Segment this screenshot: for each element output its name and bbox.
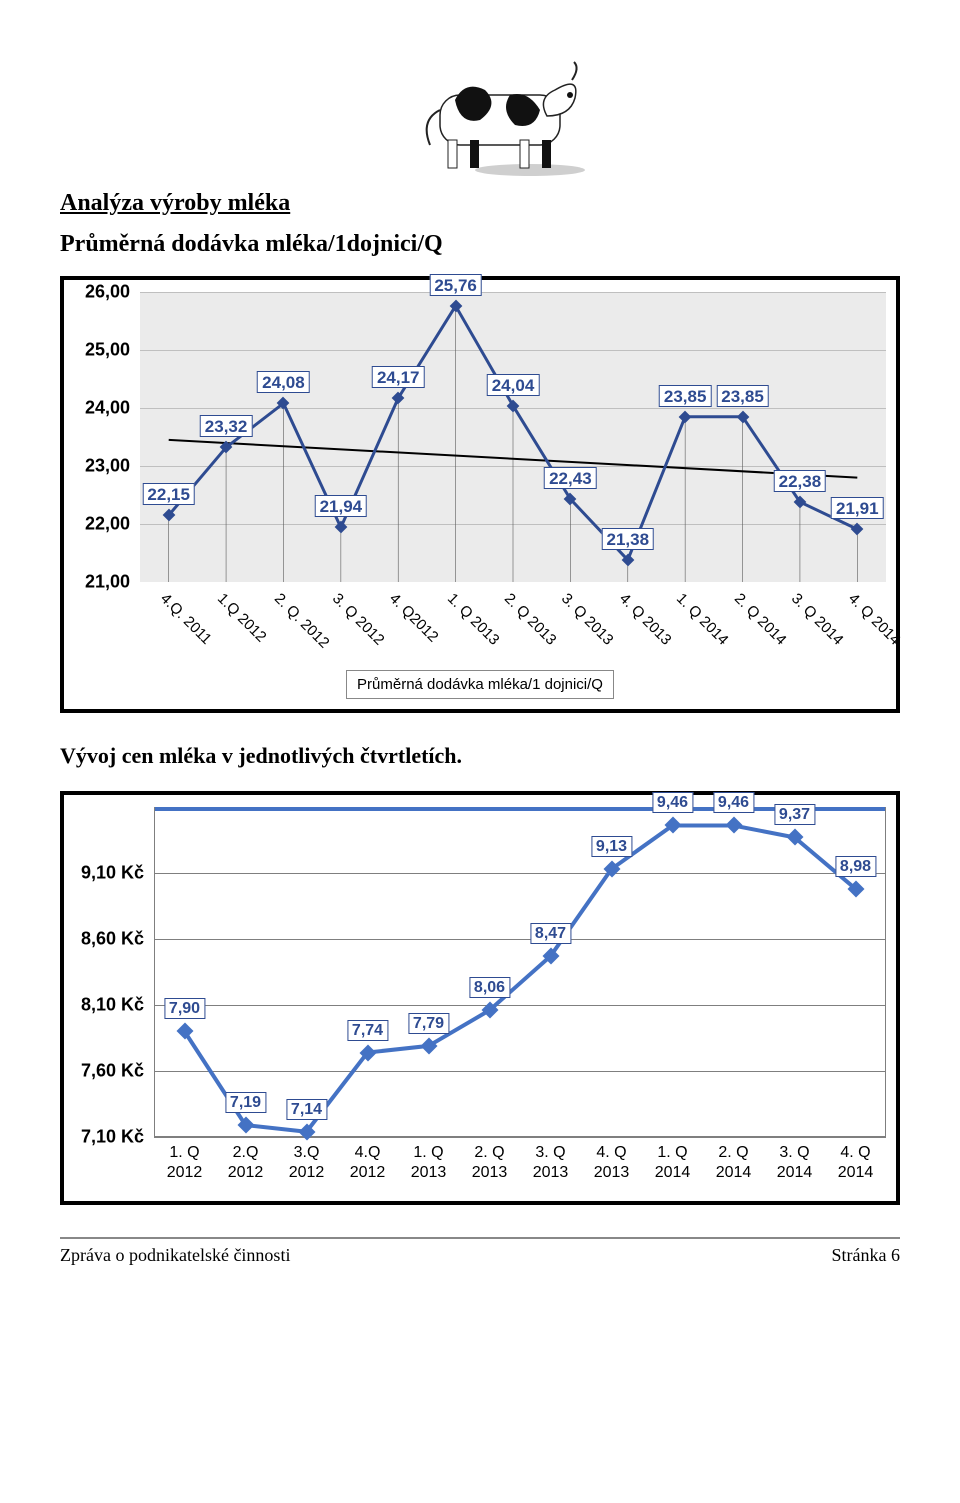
price-chart-xlabel: 3.Q2012 [276, 1143, 337, 1183]
price-chart-xlabel: 2.Q2012 [215, 1143, 276, 1183]
yield-chart-ylabel: 24,00 [85, 398, 130, 419]
heading-chart-1: Průměrná dodávka mléka/1dojnici/Q [60, 231, 900, 258]
footer-left: Zpráva o podnikatelské činnosti [60, 1245, 290, 1266]
price-chart-data-label: 7,14 [286, 1099, 327, 1120]
price-chart-ylabel: 7,60 Kč [81, 1061, 144, 1082]
price-chart-xlabel: 2. Q2013 [459, 1143, 520, 1183]
cow-illustration [370, 40, 590, 180]
price-chart-xlabel: 1. Q2014 [642, 1143, 703, 1183]
price-chart-xlabel: 4.Q2012 [337, 1143, 398, 1183]
yield-chart-data-label: 22,38 [774, 470, 827, 492]
price-chart-ylabel: 9,10 Kč [81, 863, 144, 884]
price-chart-data-label: 7,90 [164, 998, 205, 1019]
price-chart-xlabel: 2. Q2014 [703, 1143, 764, 1183]
price-chart-xlabel: 3. Q2013 [520, 1143, 581, 1183]
yield-chart-legend: Průměrná dodávka mléka/1 dojnici/Q [346, 670, 614, 699]
price-chart: 7,10 Kč 7,60 Kč 8,10 Kč 8,60 Kč 9,10 Kč 7,90 7… [60, 791, 900, 1205]
price-chart-data-label: 8,06 [469, 977, 510, 998]
yield-chart-data-label: 21,38 [601, 528, 654, 550]
yield-chart-data-label: 21,94 [315, 495, 368, 517]
heading-main: Analýza výroby mléka [60, 190, 900, 217]
price-chart-data-label: 8,47 [530, 923, 571, 944]
yield-chart-data-label: 21,91 [831, 497, 884, 519]
yield-chart-ylabel: 22,00 [85, 514, 130, 535]
price-chart-data-label: 8,98 [835, 856, 876, 877]
yield-chart-data-label: 24,08 [257, 371, 310, 393]
yield-chart-ylabel: 21,00 [85, 572, 130, 593]
price-chart-data-label: 7,74 [347, 1020, 388, 1041]
price-chart-xlabel: 4. Q2013 [581, 1143, 642, 1183]
footer-right: Stránka 6 [832, 1245, 900, 1266]
yield-chart-data-label: 23,32 [200, 415, 253, 437]
price-chart-data-label: 7,19 [225, 1092, 266, 1113]
yield-chart-ylabel: 26,00 [85, 282, 130, 303]
yield-chart-ylabel: 25,00 [85, 340, 130, 361]
price-chart-data-label: 9,13 [591, 836, 632, 857]
price-chart-xlabel: 1. Q2012 [154, 1143, 215, 1183]
yield-chart-data-label: 22,15 [142, 483, 195, 505]
price-chart-ylabel: 8,60 Kč [81, 929, 144, 950]
yield-chart-data-label: 22,43 [544, 467, 597, 489]
yield-chart-data-label: 25,76 [429, 274, 482, 296]
price-chart-xlabel: 3. Q2014 [764, 1143, 825, 1183]
price-chart-xlabel: 4. Q2014 [825, 1143, 886, 1183]
yield-chart-data-label: 24,17 [372, 366, 425, 388]
price-chart-data-label: 9,46 [713, 792, 754, 813]
yield-chart-ylabel: 23,00 [85, 456, 130, 477]
yield-chart-data-label: 24,04 [487, 374, 540, 396]
yield-chart-xlabel: 4. Q 2014 [845, 590, 904, 649]
page-footer: Zpráva o podnikatelské činnosti Stránka … [60, 1237, 900, 1266]
heading-chart-2: Vývoj cen mléka v jednotlivých čtvrtletí… [60, 743, 900, 769]
yield-chart-data-label: 23,85 [716, 385, 769, 407]
price-chart-data-label: 9,37 [774, 804, 815, 825]
price-chart-xlabel: 1. Q2013 [398, 1143, 459, 1183]
price-chart-data-label: 9,46 [652, 792, 693, 813]
yield-chart-data-label: 23,85 [659, 385, 712, 407]
yield-chart: 21,00 22,00 23,00 24,00 25,00 26,00 22,15 23,32… [60, 276, 900, 713]
price-chart-data-label: 7,79 [408, 1013, 449, 1034]
price-chart-ylabel: 7,10 Kč [81, 1127, 144, 1148]
price-chart-ylabel: 8,10 Kč [81, 995, 144, 1016]
